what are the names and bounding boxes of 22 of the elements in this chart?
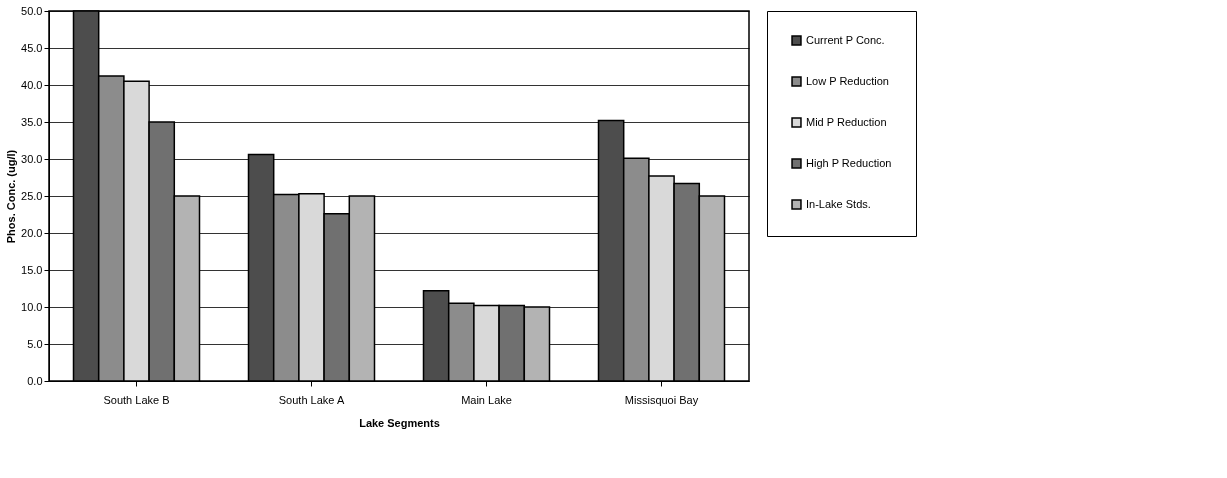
y-tick-label: 5.0 <box>27 337 43 350</box>
y-axis-title: Phos. Conc. (ug/l) <box>5 149 18 244</box>
y-tick-label: 10.0 <box>21 300 43 313</box>
y-tick-label: 50.0 <box>21 4 43 17</box>
y-tick-label: 30.0 <box>21 152 43 165</box>
y-tick-label: 25.0 <box>21 189 43 202</box>
y-tick-label: 0.0 <box>27 374 43 387</box>
legend-label: In-Lake Stds. <box>806 197 871 210</box>
x-axis-title: Lake Segments <box>359 416 440 429</box>
x-tick-label: South Lake B <box>103 393 170 406</box>
legend-label: Low P Reduction <box>806 74 889 87</box>
y-tick-label: 20.0 <box>21 226 43 239</box>
x-tick-label: Missisquoi Bay <box>624 393 699 406</box>
y-tick-label: 40.0 <box>21 78 43 91</box>
legend-label: High P Reduction <box>806 156 892 169</box>
x-tick-label: Main Lake <box>461 393 512 406</box>
y-tick-label: 15.0 <box>21 263 43 276</box>
legend-label: Mid P Reduction <box>806 115 887 128</box>
x-tick-label: South Lake A <box>278 393 345 406</box>
legend-label: Current P Conc. <box>806 33 885 46</box>
y-tick-label: 35.0 <box>21 115 43 128</box>
y-tick-label: 45.0 <box>21 41 43 54</box>
